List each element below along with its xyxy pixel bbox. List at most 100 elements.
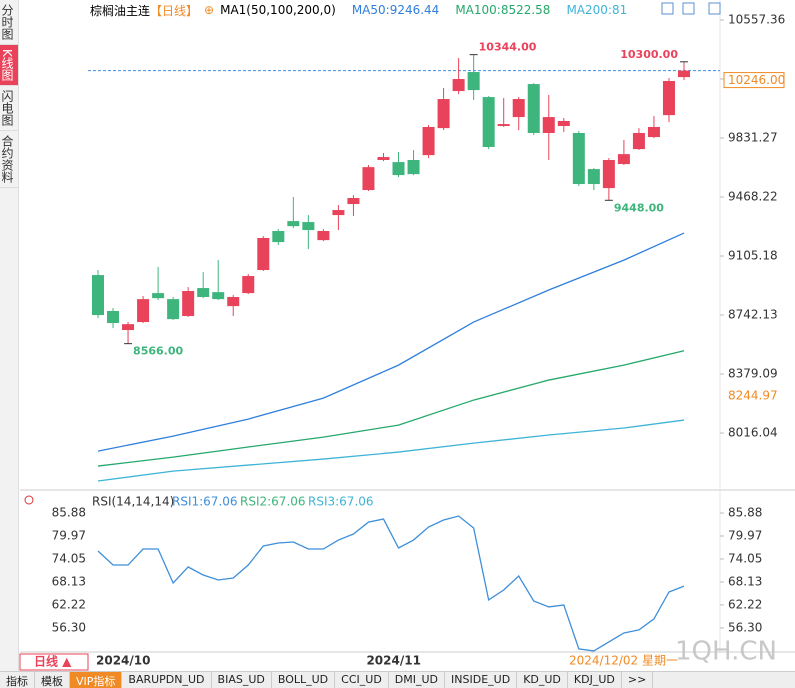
y-tick-label-left: 62.22 — [52, 597, 86, 611]
candle-body — [437, 99, 450, 129]
candle-body — [332, 210, 345, 216]
candle-body — [587, 169, 600, 185]
bottom-tab[interactable]: >> — [622, 672, 654, 688]
x-tick-label: 2024/11 — [366, 654, 420, 668]
x-tick-label: 2024/10 — [96, 654, 150, 668]
period-button-box[interactable] — [19, 653, 89, 671]
candle-body — [272, 231, 285, 243]
y-tick-label: 10557.36 — [728, 12, 785, 26]
y-tick-label-left: 74.05 — [52, 551, 86, 565]
indicator[interactable]: MA1(50,100,200,0) — [220, 3, 336, 17]
y-tick-label: 68.13 — [728, 574, 762, 588]
candle-body — [407, 159, 420, 175]
candle-body — [317, 231, 330, 241]
candle-body — [482, 97, 495, 147]
bottom-tab[interactable]: VIP指标 — [70, 672, 123, 688]
candle-body — [107, 310, 120, 324]
period[interactable]: 【日线】 — [150, 3, 199, 18]
candle-body — [92, 275, 104, 316]
y-tick-label: 74.05 — [728, 551, 762, 565]
annotation: 8566.00 — [133, 345, 183, 358]
candle-body — [647, 126, 660, 138]
ma-line — [97, 350, 685, 467]
candle-body — [617, 154, 630, 165]
y-tick-label: 9468.22 — [728, 190, 778, 204]
y-tick-label-left: 79.97 — [52, 529, 86, 543]
legend-bar: 棕榈油主连 【日线】 ⊕ MA1(50,100,200,0) MA50:9246… — [90, 1, 627, 19]
icons — [24, 2, 721, 505]
annotation: 10300.00 — [620, 48, 678, 61]
icon[interactable] — [661, 2, 674, 15]
legend-entry: RSI1:67.06 — [172, 495, 238, 509]
candle-body — [122, 324, 135, 331]
period-button[interactable]: 日线 ▲ — [34, 654, 72, 669]
rsi-title: RSI(14,14,14) — [92, 495, 174, 509]
candle-body — [452, 79, 465, 92]
bottom-tab[interactable]: BOLL_UD — [272, 672, 336, 688]
bottom-tab[interactable]: 模板 — [35, 672, 70, 688]
marker-price: 8244.97 — [728, 388, 778, 402]
candle-body — [497, 124, 510, 127]
ma-line — [97, 419, 685, 482]
bottom-tab[interactable]: CCI_UD — [335, 672, 389, 688]
bottom-tab[interactable]: 指标 — [0, 672, 35, 688]
last-price-box — [723, 72, 785, 89]
icon[interactable] — [708, 2, 721, 15]
candle-body — [137, 299, 150, 323]
annotation: 9448.00 — [614, 201, 664, 214]
legend-entry: MA200:81 — [566, 3, 628, 17]
bottom-tabs: 指标 模板 VIP指标 BARUPDN_UD BIAS_UD BOLL_UD CCI_UD D… — [0, 671, 795, 688]
y-tick-label-left: 56.30 — [52, 620, 86, 634]
y-tick-label: 62.22 — [728, 597, 762, 611]
candle-body — [422, 126, 435, 156]
annotation: 10344.00 — [479, 41, 537, 54]
sidebar-tab[interactable]: 闪电图 — [0, 86, 18, 131]
candle-body — [512, 99, 525, 118]
candle-body — [197, 288, 210, 298]
candle-body — [632, 132, 645, 150]
legend-entry: RSI3:67.06 — [308, 495, 374, 509]
ma-line — [97, 232, 685, 452]
bottom-tab[interactable]: BARUPDN_UD — [122, 672, 212, 688]
candle-body — [377, 157, 390, 160]
candle-body — [602, 159, 615, 189]
legend-entry: MA50:9246.44 — [351, 3, 440, 17]
candle-body — [362, 167, 375, 191]
candle-body — [302, 222, 315, 231]
last-price-label: 10246.00 — [728, 73, 785, 87]
candle-body — [527, 84, 540, 133]
candle-body — [242, 276, 255, 294]
candle-body — [392, 162, 405, 176]
sidebar-tab[interactable]: 合约资料 — [0, 131, 18, 188]
sidebar-tab[interactable]: K线图 — [0, 45, 18, 86]
sidebar: 分时图 K线图 闪电图 合约资料 — [0, 0, 19, 671]
watermark: 1QH.CN — [675, 637, 777, 667]
bottom-tab[interactable]: INSIDE_UD — [445, 672, 518, 688]
bottom-tab[interactable]: DMI_UD — [389, 672, 446, 688]
legend-entry: RSI2:67.06 — [240, 495, 306, 509]
bottom-tab[interactable]: BIAS_UD — [212, 672, 272, 688]
y-tick-label-left: 85.88 — [52, 506, 86, 520]
candle-body — [257, 238, 270, 271]
candle-body — [678, 70, 690, 78]
y-tick-label: 9105.18 — [728, 249, 778, 263]
bottom-tab[interactable]: KDJ_UD — [568, 672, 622, 688]
icon[interactable] — [682, 2, 695, 15]
y-tick-label: 8379.09 — [728, 367, 778, 381]
bottom-tab[interactable]: KD_UD — [517, 672, 568, 688]
candle-body — [287, 221, 300, 227]
y-tick-label-left: 68.13 — [52, 574, 86, 588]
y-tick-label: 79.97 — [728, 529, 762, 543]
y-tick-label: 56.30 — [728, 620, 762, 634]
candle-body — [212, 292, 225, 300]
settings-icon[interactable] — [24, 495, 34, 505]
crosshair-icon[interactable]: ⊕ — [204, 3, 215, 17]
candle-body — [467, 72, 480, 91]
sidebar-tab[interactable]: 分时图 — [0, 0, 18, 45]
title: 棕榈油主连 — [90, 3, 151, 18]
candle-body — [572, 132, 585, 185]
y-tick-label: 85.88 — [728, 506, 762, 520]
candle-body — [167, 299, 180, 320]
y-tick-label: 9831.27 — [728, 130, 778, 144]
